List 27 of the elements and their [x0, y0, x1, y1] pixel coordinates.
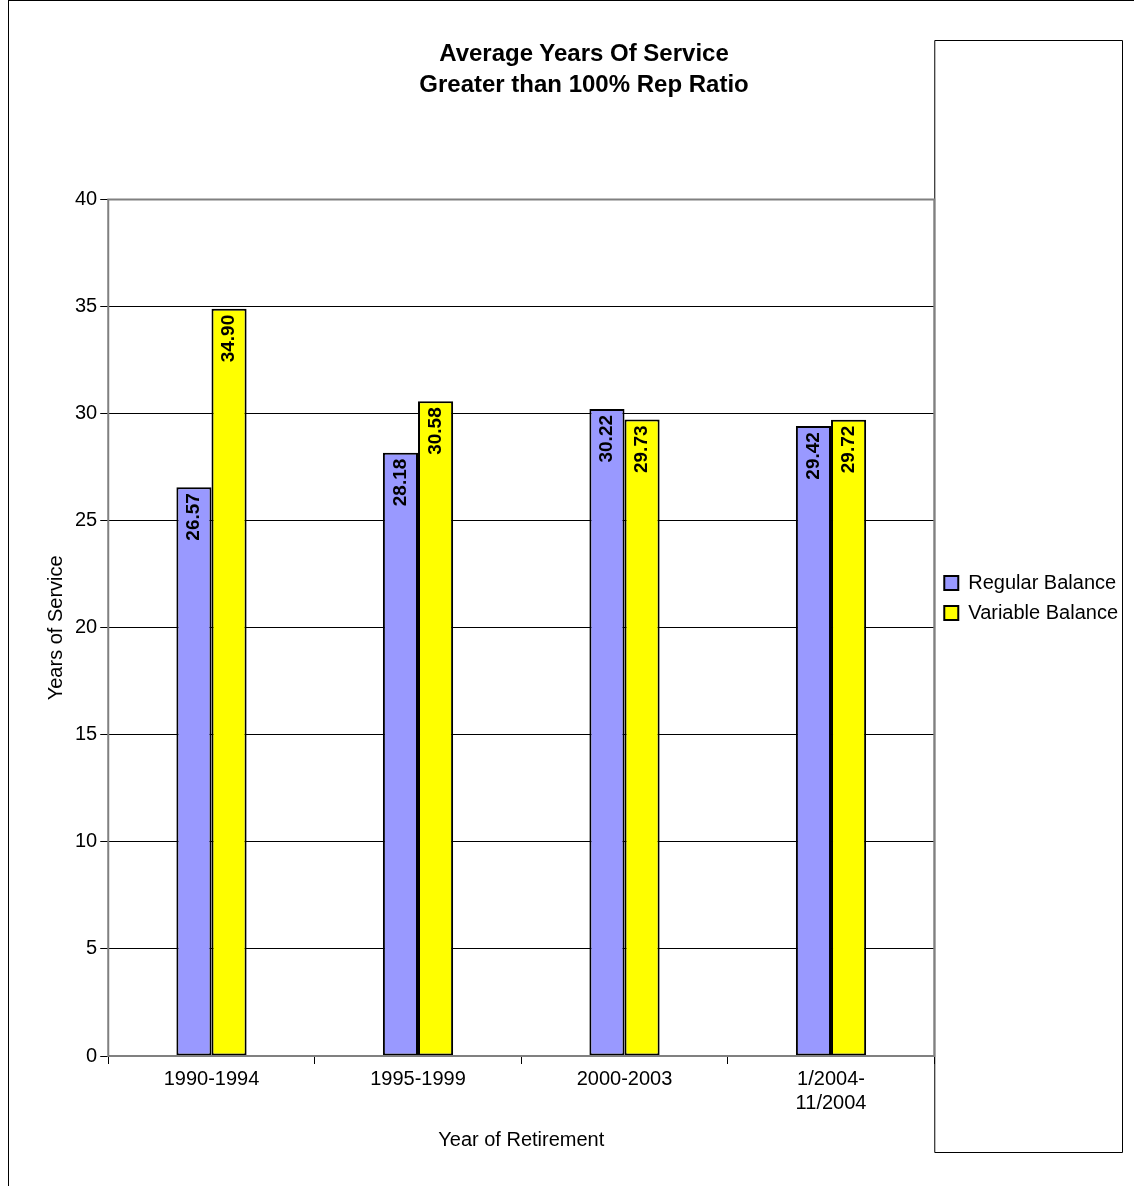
- y-tick-label: 35: [75, 294, 98, 317]
- text: 29.72: [836, 425, 858, 474]
- legend-label: Regular Balance: [968, 570, 1117, 593]
- text: 30.22: [595, 414, 617, 463]
- legend-label: Variable Balance: [968, 600, 1119, 623]
- y-tick-label: 20: [75, 615, 98, 638]
- text: 29.73: [630, 425, 652, 474]
- text: 29.42: [801, 432, 823, 480]
- y-tick-label: 25: [75, 508, 98, 531]
- chart-subtitle: Greater than 100% Rep Ratio: [419, 69, 749, 97]
- y-tick-label: 0: [86, 1043, 98, 1066]
- y-axis-title: Years of Service: [43, 555, 66, 701]
- y-tick-label: 10: [75, 829, 98, 852]
- x-tick-label: 1995-1999: [370, 1066, 466, 1089]
- text: 34.90: [217, 314, 239, 363]
- y-tick-label: 5: [86, 936, 98, 959]
- x-tick-label: 1990-1994: [163, 1066, 260, 1089]
- y-tick-label: 15: [75, 722, 98, 745]
- text: 28.18: [388, 458, 410, 507]
- x-tick-label: 1/2004- 11/2004: [795, 1066, 867, 1113]
- x-axis-title: Year of Retirement: [438, 1127, 605, 1150]
- y-tick-label: 40: [75, 187, 98, 210]
- chart-title: Average Years Of Service: [439, 39, 729, 67]
- x-tick-label: 2000-2003: [576, 1066, 673, 1089]
- text: 30.58: [423, 407, 445, 455]
- y-tick-label: 30: [75, 401, 98, 424]
- text: 26.57: [182, 493, 204, 541]
